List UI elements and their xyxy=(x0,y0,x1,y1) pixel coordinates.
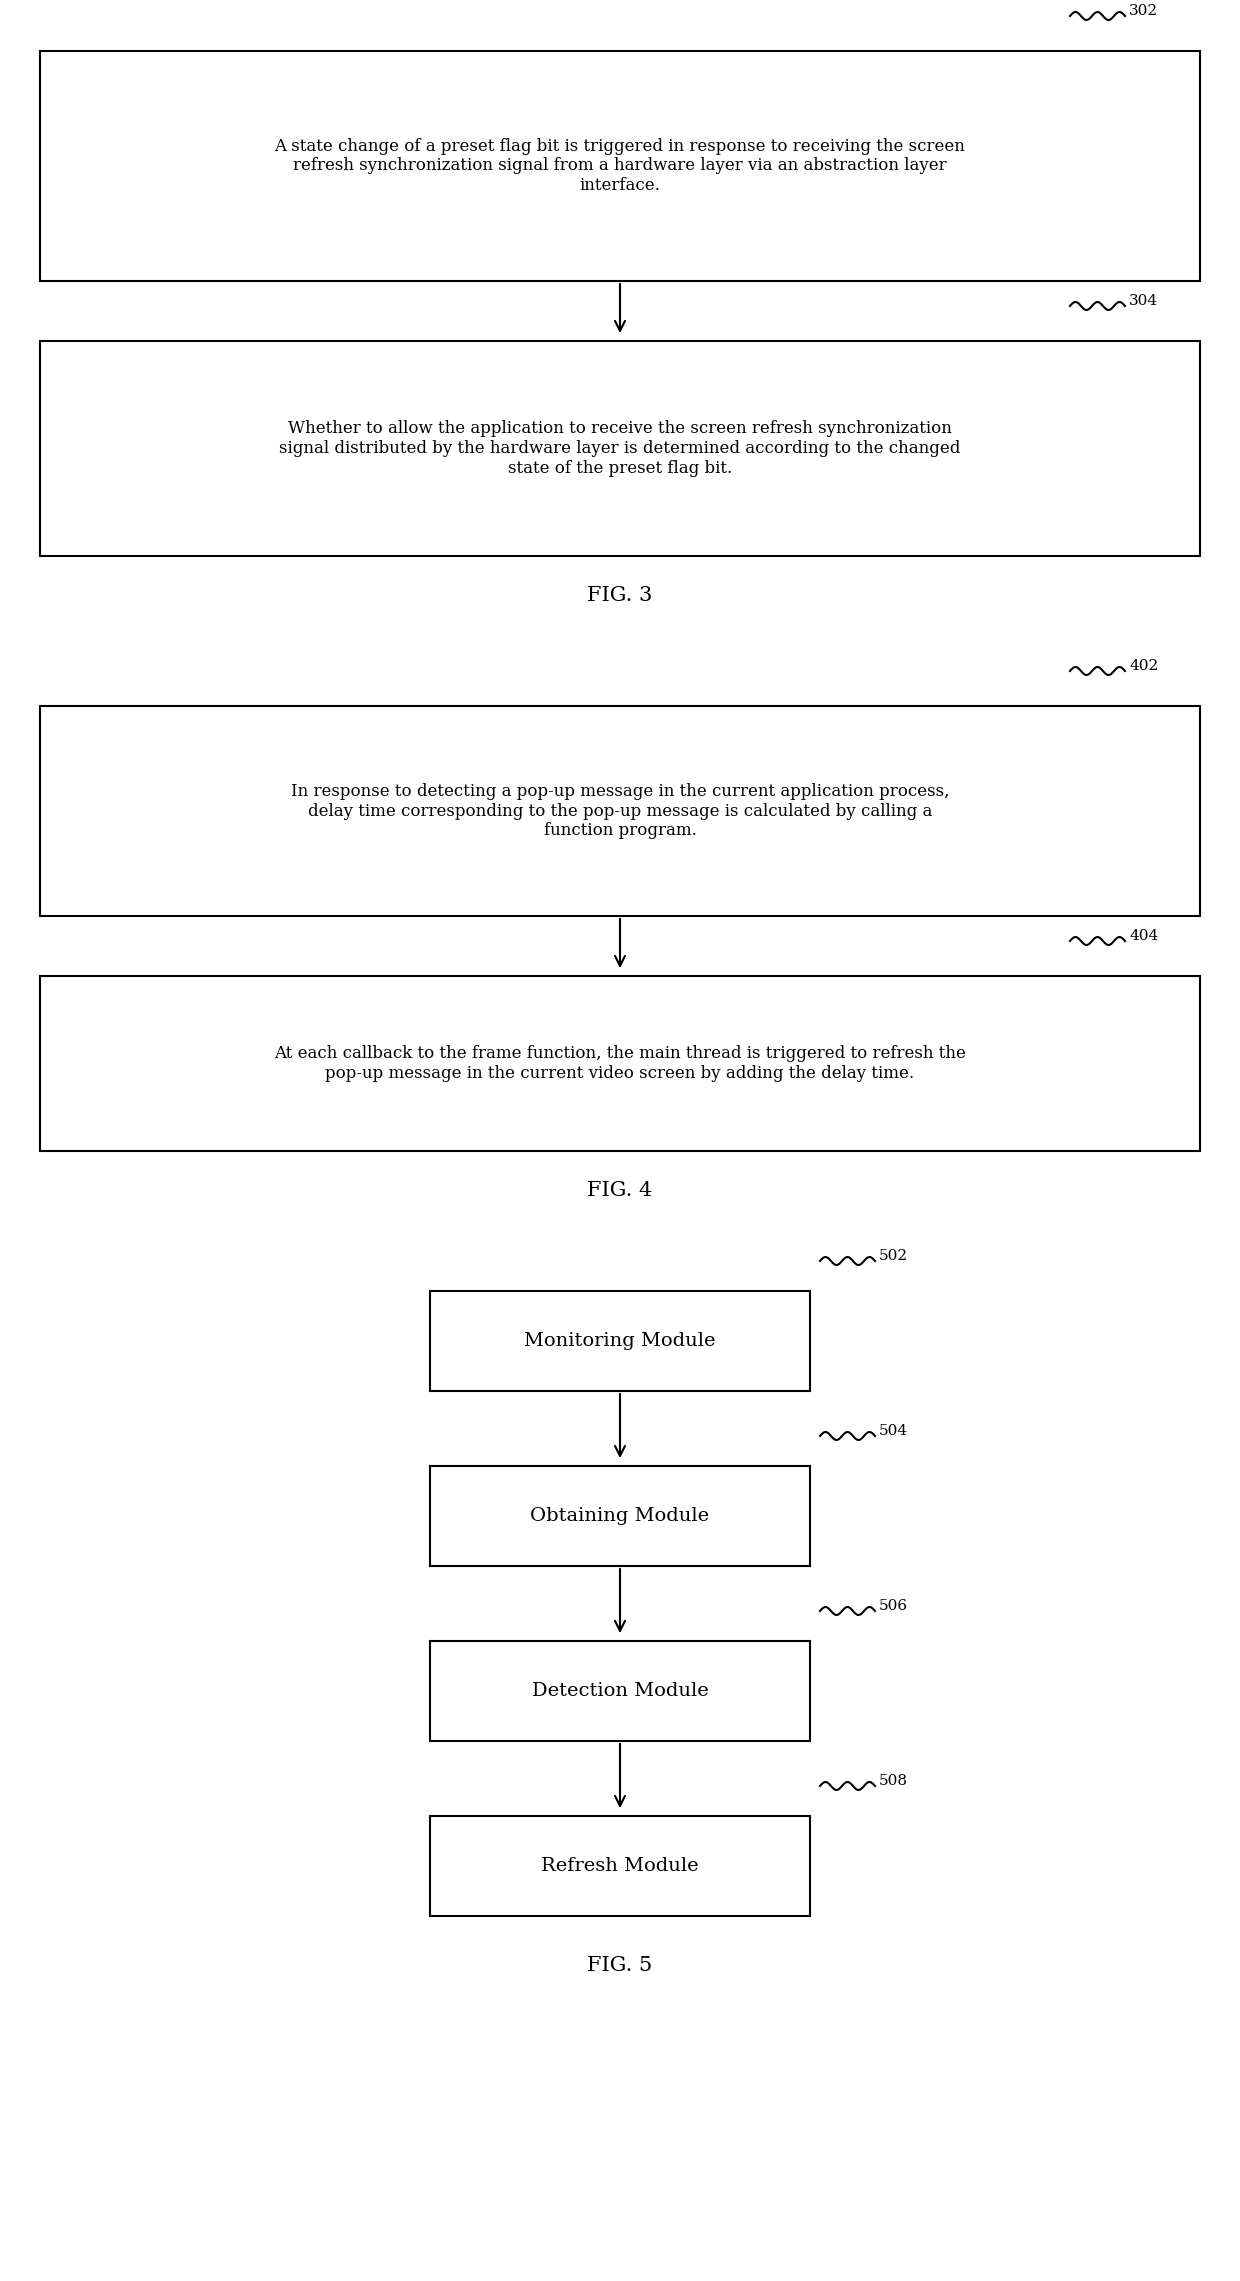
Text: 508: 508 xyxy=(879,1775,908,1788)
Text: Detection Module: Detection Module xyxy=(532,1681,708,1699)
Text: 404: 404 xyxy=(1128,928,1158,942)
Text: FIG. 4: FIG. 4 xyxy=(588,1182,652,1200)
Bar xyxy=(430,1291,810,1391)
Text: Refresh Module: Refresh Module xyxy=(541,1857,699,1875)
Bar xyxy=(430,1467,810,1567)
Text: FIG. 5: FIG. 5 xyxy=(588,1957,652,1975)
Bar xyxy=(430,1640,810,1740)
Text: 302: 302 xyxy=(1128,5,1158,18)
Bar xyxy=(40,976,1200,1152)
Bar xyxy=(40,707,1200,917)
Text: FIG. 3: FIG. 3 xyxy=(588,586,652,604)
Text: At each callback to the frame function, the main thread is triggered to refresh : At each callback to the frame function, … xyxy=(274,1045,966,1081)
Text: Whether to allow the application to receive the screen refresh synchronization
s: Whether to allow the application to rece… xyxy=(279,420,961,477)
Text: Monitoring Module: Monitoring Module xyxy=(525,1332,715,1350)
Bar xyxy=(40,340,1200,557)
Bar xyxy=(40,50,1200,281)
Text: 304: 304 xyxy=(1128,294,1158,308)
Text: 506: 506 xyxy=(879,1599,908,1613)
Text: 402: 402 xyxy=(1128,659,1158,673)
Text: 504: 504 xyxy=(879,1423,908,1437)
Text: A state change of a preset flag bit is triggered in response to receiving the sc: A state change of a preset flag bit is t… xyxy=(274,137,966,194)
Text: In response to detecting a pop-up message in the current application process,
de: In response to detecting a pop-up messag… xyxy=(290,782,950,839)
Text: Obtaining Module: Obtaining Module xyxy=(531,1508,709,1526)
Text: 502: 502 xyxy=(879,1250,908,1264)
Bar xyxy=(430,1816,810,1916)
